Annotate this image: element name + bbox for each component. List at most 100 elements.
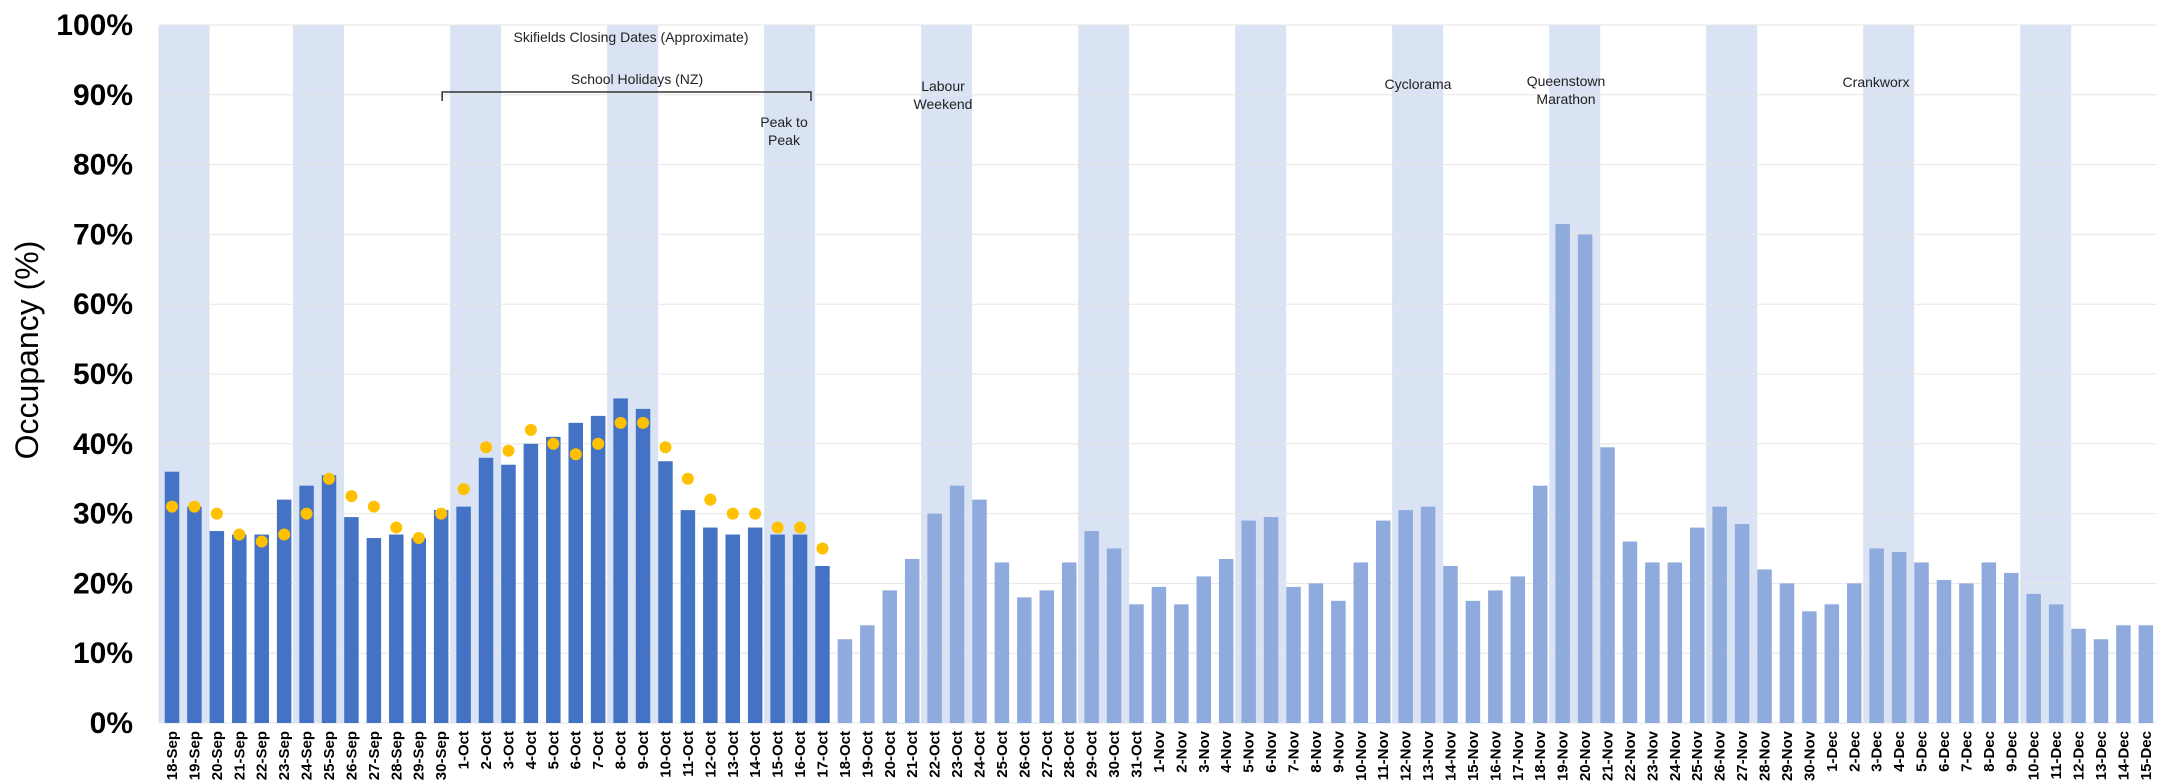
bar [1331,600,1346,723]
x-tick-label: 6-Nov [1263,730,1280,772]
bar [1667,562,1683,723]
x-tick-label: 12-Oct [702,731,719,778]
bar [1174,604,1189,723]
x-tick-label: 3-Dec [1869,731,1886,772]
bar [770,534,785,723]
bar [2004,572,2019,723]
x-tick-label: 22-Sep [254,731,271,780]
bar [613,398,628,723]
x-tick-label: 9-Nov [1330,730,1347,772]
x-tick-label: 9-Oct [635,731,652,769]
x-tick-label: 24-Nov [1667,730,1684,781]
bar [1443,565,1458,723]
bar [433,510,449,723]
x-tick-label: 29-Oct [1084,731,1101,778]
bar [1532,485,1548,723]
bar [747,527,763,723]
dot-marker [255,535,268,548]
x-tick-label: 26-Oct [1016,731,1033,778]
bar [1757,569,1772,723]
x-tick-label: 31-Oct [1128,731,1145,778]
bar [994,562,1010,723]
x-tick-label: 21-Sep [231,731,248,780]
x-tick-label: 1-Oct [456,731,473,769]
x-tick-label: 5-Nov [1241,730,1258,772]
x-tick-label: 2-Dec [1846,731,1863,772]
x-tick-label: 4-Oct [523,731,540,769]
dot-marker [771,521,784,534]
bar [904,558,920,723]
dot-marker [435,507,448,520]
y-tick-label: 30% [73,498,133,531]
bar [1286,586,1301,723]
bar [1129,604,1144,723]
x-tick-label: 4-Dec [1891,731,1908,772]
dot-marker [412,532,425,545]
dot-marker [323,472,336,485]
annotation-peak-to: Peak to [760,114,808,130]
dot-marker [637,416,650,429]
bar [2048,604,2064,723]
school-holidays-bracket [441,91,812,101]
x-tick-label: 7-Dec [1958,731,1975,772]
x-tick-label: 28-Oct [1061,731,1078,778]
x-tick-label: 2-Oct [478,731,495,769]
bar [1510,576,1526,723]
x-tick-label: 10-Dec [2026,731,2043,780]
dot-marker [794,521,807,534]
x-tick-label: 13-Nov [1420,730,1437,781]
x-tick-label: 8-Oct [613,731,630,769]
x-tick-label: 15-Dec [2138,731,2155,780]
x-tick-label: 8-Dec [1981,731,1998,772]
x-tick-label: 9-Dec [2003,731,2020,772]
y-tick-label: 90% [73,79,133,112]
x-tick-label: 24-Oct [971,731,988,778]
annotation-marathon: Marathon [1536,91,1595,107]
x-tick-label: 6-Dec [1936,731,1953,772]
y-tick-label: 20% [73,567,133,600]
x-tick-label: 28-Sep [388,731,405,780]
bar [1936,579,1952,723]
x-tick-label: 2-Nov [1173,730,1190,772]
x-tick-labels: 18-Sep 19-Sep 20-Sep 21-Sep 22-Sep 23-Sep 24-S… [164,730,2155,781]
x-tick-label: 23-Oct [949,731,966,778]
bar [1734,524,1750,723]
x-tick-label: 25-Oct [994,731,1011,778]
x-tick-label: 29-Sep [411,731,428,780]
bar [164,471,180,723]
bar [546,436,561,723]
bar [366,538,382,723]
x-tick-label: 6-Oct [568,731,585,769]
bar [949,485,965,723]
bar [815,565,830,723]
bar [1308,583,1324,723]
x-tick-label: 11-Dec [2048,731,2065,779]
x-tick-label: 18-Nov [1532,730,1549,781]
bar [187,506,202,723]
bar [590,415,606,723]
dot-marker [816,542,829,555]
bar [389,534,404,723]
x-tick-label: 24-Sep [299,731,316,780]
bar [635,408,651,723]
dot-marker [749,507,762,520]
x-tick-label: 17-Oct [814,731,831,778]
annotation-weekend: Weekend [914,96,973,112]
dot-marker [524,423,537,436]
x-tick-label: 12-Nov [1398,730,1415,781]
bar [2093,639,2109,723]
x-tick-label: 14-Nov [1443,730,1460,781]
x-tick-label: 16-Oct [792,731,809,778]
y-tick-label: 60% [73,288,133,321]
bar [2071,628,2086,723]
bar [254,534,269,723]
dot-marker [300,507,313,520]
bar [1241,520,1256,723]
dot-marker [569,448,582,461]
x-tick-label: 14-Oct [747,731,764,778]
bar [1017,597,1032,723]
dot-marker [233,528,246,541]
bar [478,457,494,723]
x-tick-label: 18-Oct [837,731,854,778]
